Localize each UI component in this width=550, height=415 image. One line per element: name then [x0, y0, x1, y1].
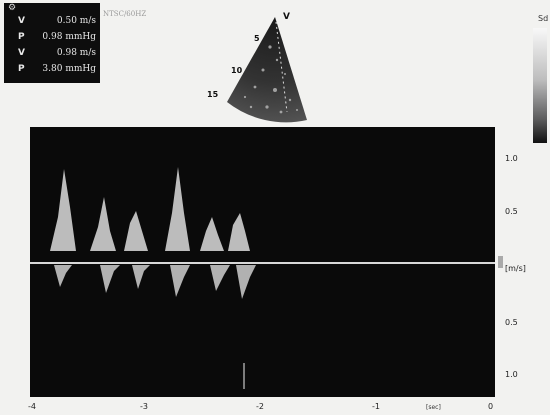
measurement-row-1: V 0.50 m/s: [4, 13, 100, 29]
measurement-panel: ⚙ V 0.50 m/s P 0.98 mmHg V 0.98 m/s P 3.…: [4, 3, 100, 83]
sector-fan: [227, 17, 307, 123]
velocity-label-plus-05: 0.5: [505, 207, 518, 216]
grayscale-bar: [533, 28, 547, 143]
time-label-zero: 0: [488, 402, 494, 411]
cursor-line[interactable]: [275, 21, 288, 113]
measurement-value: 0.98 m/s: [56, 48, 96, 58]
time-label-minus-4: -4: [28, 402, 36, 411]
velocity-label-plus-1: 1.0: [505, 154, 518, 163]
measurement-value: 3.80 mmHg: [42, 64, 96, 74]
system-header-text: NTSC/60HZ: [103, 10, 147, 18]
depth-label-15: 15: [207, 90, 219, 99]
measurement-label: P: [18, 64, 25, 74]
velocity-label-minus-1: 1.0: [505, 370, 518, 379]
measurement-label: P: [18, 32, 25, 42]
velocity-unit-label: [m/s]: [505, 264, 526, 273]
measurement-label: V: [18, 48, 25, 58]
depth-label-5: 5: [254, 34, 260, 43]
time-label-minus-3: -3: [140, 402, 148, 411]
depth-label-10: 10: [231, 66, 243, 75]
measurement-header: ⚙: [4, 3, 100, 13]
time-unit-label: [sec]: [426, 404, 441, 411]
doppler-spectrum: [30, 127, 495, 397]
corner-label: Sd: [538, 14, 549, 23]
measurement-value: 0.98 mmHg: [42, 32, 96, 42]
spectral-trace: [50, 167, 256, 389]
probe-marker: V: [283, 12, 290, 22]
measurement-value: 0.50 m/s: [56, 16, 96, 26]
time-label-minus-1: -1: [372, 402, 380, 411]
measurement-row-4: P 3.80 mmHg: [4, 61, 100, 77]
baseline-marker[interactable]: [498, 256, 503, 268]
measurement-label: V: [18, 16, 25, 26]
sector-image: [227, 17, 307, 123]
measurement-row-3: V 0.98 m/s: [4, 45, 100, 61]
time-label-minus-2: -2: [256, 402, 264, 411]
velocity-label-minus-05: 0.5: [505, 318, 518, 327]
doppler-baseline[interactable]: [30, 262, 495, 264]
measurement-row-2: P 0.98 mmHg: [4, 29, 100, 45]
settings-icon[interactable]: ⚙: [8, 3, 17, 13]
sector-image-panel: V 5 10 15: [207, 12, 310, 127]
